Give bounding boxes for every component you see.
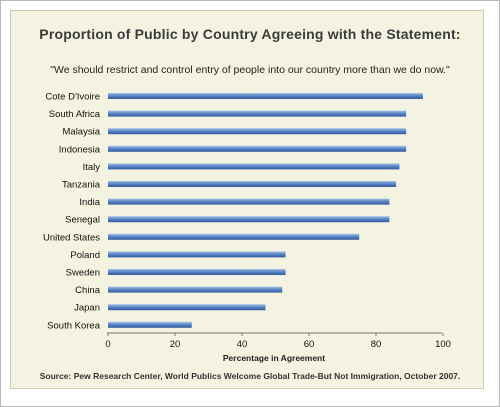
category-label: Sweden — [66, 268, 100, 279]
category-label: Malaysia — [63, 127, 101, 138]
bar-sweden — [108, 269, 286, 275]
category-label: Japan — [74, 303, 100, 314]
category-label: South Africa — [49, 109, 101, 120]
category-label: China — [75, 285, 101, 296]
bar-united-states — [108, 233, 360, 240]
x-tick-label: 100 — [435, 339, 451, 350]
bar-poland — [108, 251, 286, 258]
bar-cote-d-ivoire — [108, 93, 423, 99]
bar-south-korea — [108, 321, 192, 328]
bar-south-africa — [108, 110, 407, 117]
category-label: Poland — [70, 250, 100, 261]
x-tick-label: 20 — [170, 339, 181, 350]
source-note: Source: Pew Research Center, World Publi… — [39, 371, 461, 381]
category-label: Cote D'Ivoire — [45, 92, 100, 103]
bar-india — [108, 198, 390, 205]
bar-china — [108, 286, 283, 293]
bar-japan — [108, 304, 266, 311]
x-tick-label: 0 — [105, 339, 110, 350]
bar-italy — [108, 163, 400, 170]
chart-subtitle: "We should restrict and control entry of… — [50, 64, 450, 76]
x-tick-label: 40 — [237, 339, 248, 350]
category-label: United States — [43, 232, 100, 243]
bar-indonesia — [108, 145, 407, 152]
x-axis-title: Percentage in Agreement — [223, 353, 325, 363]
bars-layer — [108, 93, 423, 328]
category-label: South Korea — [47, 320, 101, 331]
x-tick-label: 80 — [371, 339, 382, 350]
x-tick-label: 60 — [304, 339, 315, 350]
bar-senegal — [108, 216, 390, 223]
chart-title: Proportion of Public by Country Agreeing… — [39, 26, 461, 42]
category-label: Indonesia — [59, 144, 101, 155]
category-labels: Cote D'Ivoire South Africa Malaysia Indones… — [43, 92, 101, 332]
category-label: Tanzania — [62, 180, 101, 191]
bar-malaysia — [108, 128, 407, 135]
category-label: India — [79, 197, 100, 208]
category-label: Senegal — [65, 215, 100, 226]
bar-tanzania — [108, 181, 397, 187]
x-axis-ticks: 0 20 40 60 80 100 — [105, 333, 451, 350]
category-label: Italy — [83, 162, 101, 173]
